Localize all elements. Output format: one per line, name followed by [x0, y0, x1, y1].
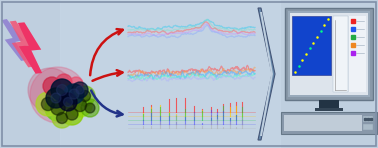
- Circle shape: [59, 93, 77, 111]
- Bar: [351, 27, 355, 31]
- Circle shape: [42, 97, 54, 111]
- Bar: [351, 19, 355, 23]
- Circle shape: [64, 84, 84, 104]
- Bar: [285, 8, 373, 100]
- Polygon shape: [2, 19, 26, 61]
- Polygon shape: [2, 19, 26, 61]
- Circle shape: [43, 77, 61, 95]
- Circle shape: [72, 82, 88, 98]
- Circle shape: [30, 67, 86, 123]
- Bar: [284, 115, 362, 131]
- Circle shape: [79, 90, 90, 102]
- Circle shape: [56, 112, 68, 123]
- Bar: [288, 11, 370, 97]
- Bar: [363, 116, 373, 122]
- Circle shape: [54, 84, 82, 112]
- Polygon shape: [18, 22, 42, 74]
- Circle shape: [61, 103, 83, 125]
- Bar: [351, 35, 355, 39]
- Circle shape: [28, 68, 72, 112]
- Polygon shape: [10, 21, 34, 67]
- Circle shape: [69, 89, 79, 99]
- Circle shape: [68, 93, 92, 117]
- Polygon shape: [260, 12, 273, 136]
- Circle shape: [66, 108, 78, 120]
- Bar: [364, 118, 366, 120]
- Circle shape: [76, 86, 84, 94]
- Bar: [349, 16, 366, 92]
- Bar: [290, 13, 368, 95]
- Polygon shape: [10, 21, 34, 67]
- Bar: [333, 16, 348, 92]
- Circle shape: [56, 74, 72, 90]
- Circle shape: [45, 95, 71, 121]
- Bar: [367, 118, 369, 120]
- Circle shape: [73, 98, 87, 112]
- Polygon shape: [258, 8, 275, 140]
- Circle shape: [51, 93, 61, 103]
- Bar: [281, 112, 377, 134]
- Bar: [319, 100, 339, 109]
- Circle shape: [46, 88, 66, 108]
- Circle shape: [85, 103, 95, 113]
- Bar: [351, 43, 355, 47]
- Circle shape: [81, 99, 99, 117]
- Circle shape: [52, 108, 72, 128]
- Circle shape: [60, 90, 76, 106]
- Circle shape: [56, 85, 68, 95]
- Polygon shape: [18, 22, 42, 74]
- Bar: [60, 0, 280, 148]
- Bar: [292, 16, 331, 75]
- Bar: [351, 51, 355, 55]
- Circle shape: [36, 92, 60, 116]
- Circle shape: [75, 86, 95, 106]
- Circle shape: [69, 77, 83, 91]
- Circle shape: [51, 101, 65, 115]
- Circle shape: [64, 98, 73, 107]
- Bar: [363, 124, 373, 130]
- Bar: [315, 108, 343, 111]
- Bar: [370, 118, 372, 120]
- Circle shape: [51, 79, 73, 101]
